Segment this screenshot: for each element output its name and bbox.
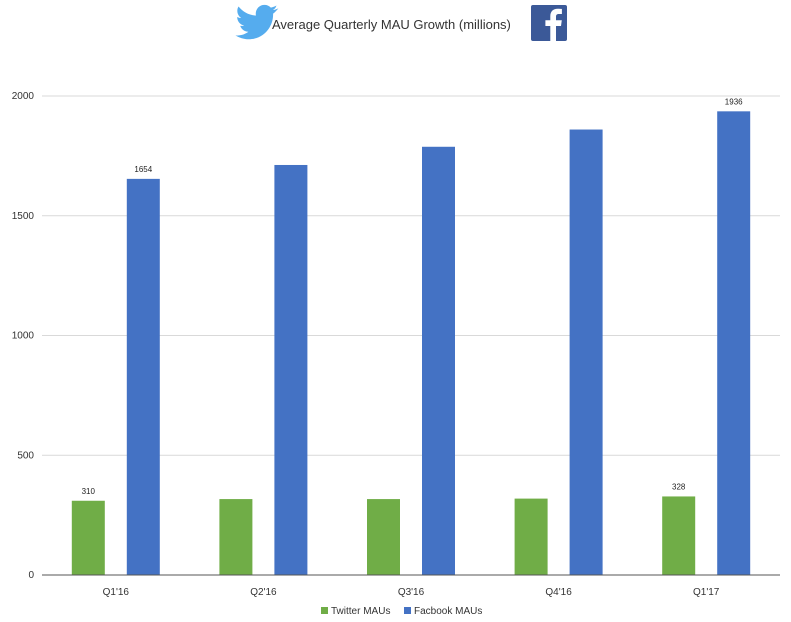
bar-facebook	[126, 178, 160, 575]
bar-twitter	[662, 496, 696, 575]
y-tick-label: 1000	[12, 331, 35, 342]
data-label: 328	[672, 482, 686, 491]
bar-facebook	[422, 146, 455, 576]
x-tick-label: Q2'16	[250, 587, 277, 598]
x-tick-label: Q4'16	[545, 587, 572, 598]
y-tick-label: 2000	[12, 91, 35, 102]
data-label: 1654	[134, 165, 152, 174]
data-label: 310	[82, 487, 96, 496]
y-tick-label: 1500	[12, 211, 35, 222]
x-tick-label: Q1'17	[693, 587, 720, 598]
legend-label-facebook: Facbook MAUs	[414, 606, 482, 617]
data-label: 1936	[725, 97, 743, 106]
x-tick-label: Q1'16	[103, 587, 130, 598]
x-tick-label: Q3'16	[398, 587, 425, 598]
bar-twitter	[514, 498, 548, 575]
bar-twitter	[367, 499, 400, 575]
legend-swatch-twitter	[321, 607, 328, 614]
legend-label-twitter: Twitter MAUs	[331, 606, 390, 617]
bar-facebook	[569, 129, 603, 575]
twitter-bird-icon	[235, 4, 279, 40]
y-tick-label: 500	[17, 450, 34, 461]
chart-title: Average Quarterly MAU Growth (millions)	[272, 17, 511, 32]
bar-facebook	[274, 164, 308, 575]
bar-twitter	[71, 500, 105, 575]
facebook-logo-icon	[531, 5, 567, 42]
legend: Twitter MAUs Facbook MAUs	[321, 606, 482, 617]
legend-swatch-facebook	[404, 607, 411, 614]
bar-twitter	[219, 499, 253, 575]
bar-facebook	[717, 111, 751, 575]
y-tick-label: 0	[28, 570, 34, 581]
